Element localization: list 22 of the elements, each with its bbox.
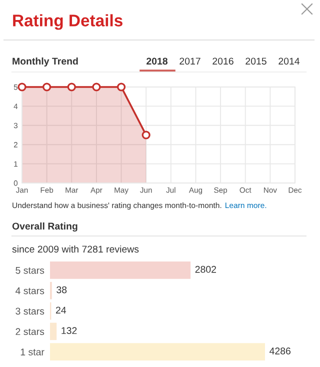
bar [50, 322, 57, 340]
text: 2015 [246, 58, 266, 65]
y-tick-label: 5 stars [16, 267, 44, 274]
text: 2014 [278, 58, 300, 65]
chart-title: Overall Rating [12, 222, 78, 232]
data-label: 24 [56, 306, 66, 314]
chart-subtitle: since 2009 with 7281 reviews [12, 245, 139, 253]
text: 2018 [146, 58, 168, 65]
y-tick-label: 3 stars [16, 308, 44, 315]
data-label: 2802 [195, 266, 216, 273]
y-tick-label: 4 stars [15, 287, 44, 294]
text: 2016 [212, 58, 234, 65]
data-label: 132 [62, 327, 77, 334]
y-tick-label: 2 stars [16, 328, 44, 336]
bar [50, 262, 191, 279]
y-tick-label: 1 star [20, 348, 44, 356]
bar [50, 343, 265, 360]
chart-subtitle: Monthly Trend [12, 57, 78, 67]
chart-title: Rating Details [13, 14, 122, 30]
text: 2017 [180, 58, 200, 65]
data-label: 4286 [270, 348, 290, 354]
data-label: 38 [56, 286, 67, 294]
